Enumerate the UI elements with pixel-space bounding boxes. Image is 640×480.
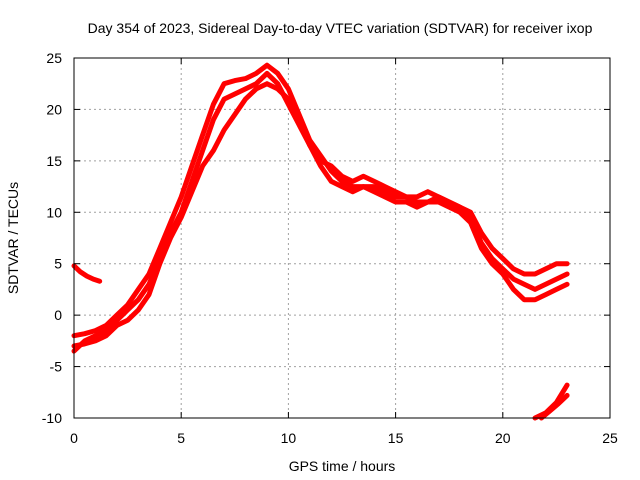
y-tick-label: -5: [50, 359, 63, 375]
chart-title: Day 354 of 2023, Sidereal Day-to-day VTE…: [88, 20, 593, 36]
x-tick-label: 15: [388, 430, 404, 446]
series-track-2: [71, 62, 570, 339]
x-tick-label: 25: [602, 430, 618, 446]
x-tick-label: 20: [495, 430, 511, 446]
axis-ticks: 0 5 10 15 20 25 -10 -5 0 5 10 15 20 25: [42, 50, 618, 446]
series-track-3: [71, 81, 570, 349]
series-early-segment: [71, 263, 103, 284]
y-tick-label: 20: [46, 101, 62, 117]
y-tick-label: -10: [42, 410, 62, 426]
y-tick-label: 5: [54, 256, 62, 272]
x-tick-label: 10: [281, 430, 297, 446]
y-tick-label: 25: [46, 50, 62, 66]
y-axis-label: SDTVAR / TECUs: [5, 182, 21, 294]
plot-frame: [73, 57, 611, 419]
series-group: [71, 62, 570, 421]
y-tick-label: 15: [46, 153, 62, 169]
y-tick-label: 10: [46, 204, 62, 220]
grid-lines: [74, 58, 610, 418]
x-tick-label: 0: [70, 430, 78, 446]
series-late-segment-2: [538, 392, 570, 421]
y-tick-label: 0: [54, 307, 62, 323]
x-tick-label: 5: [177, 430, 185, 446]
x-axis-label: GPS time / hours: [289, 458, 396, 474]
